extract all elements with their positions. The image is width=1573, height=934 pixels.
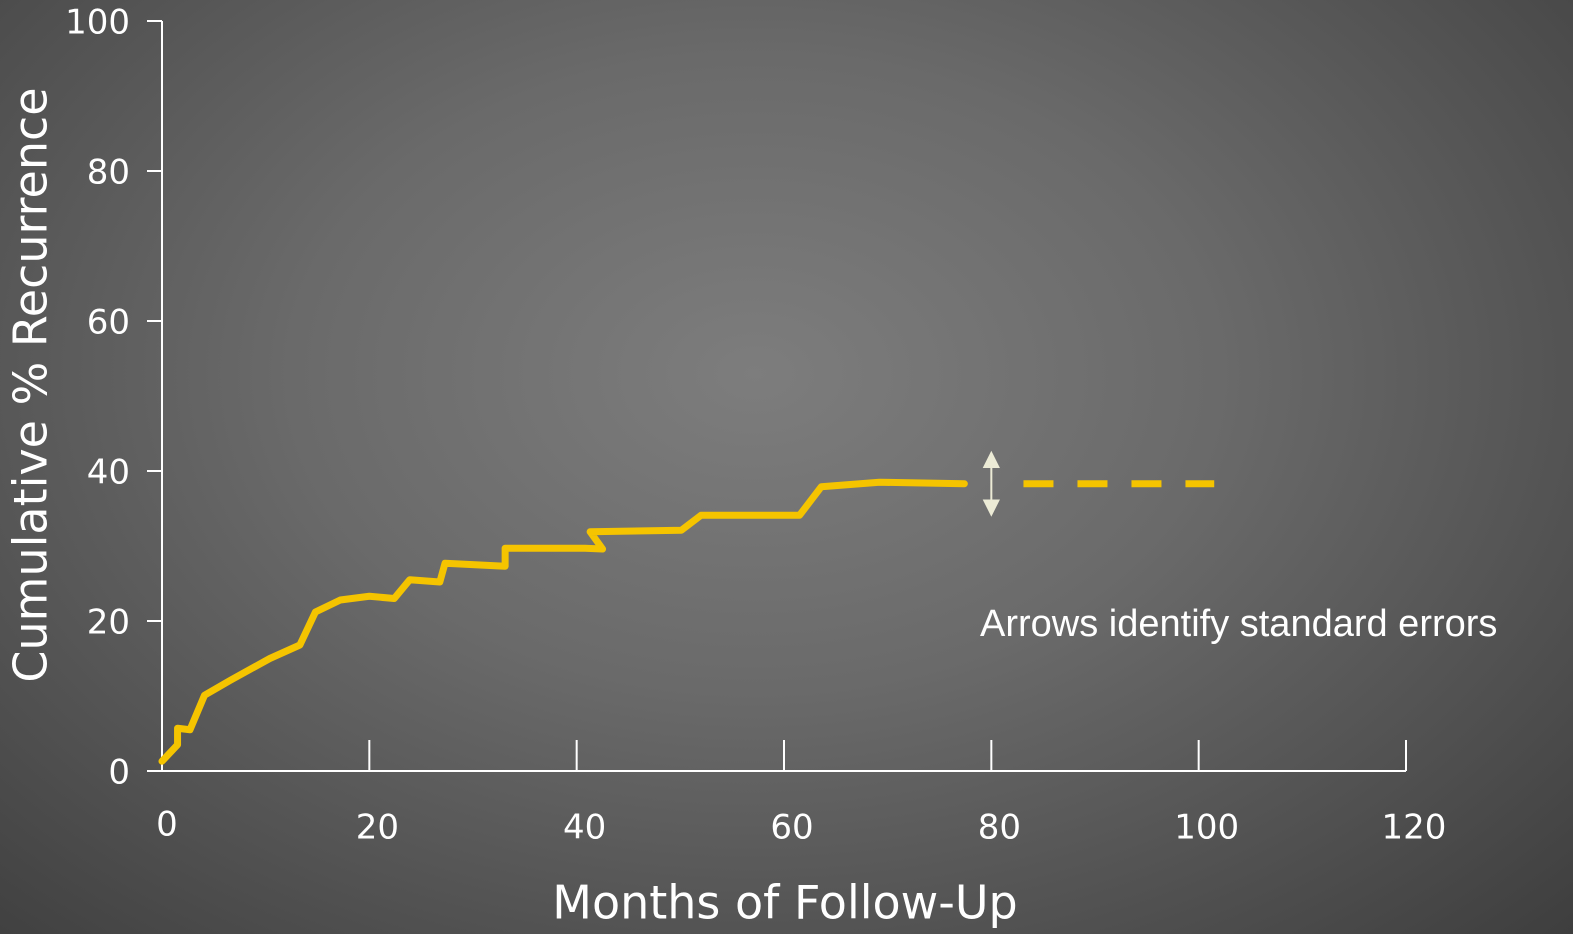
y-axis-label: Cumulative % Recurrence bbox=[4, 87, 58, 682]
x-tick-label: 0 bbox=[156, 805, 178, 845]
y-tick-label: 20 bbox=[87, 603, 130, 643]
y-tick-label: 40 bbox=[87, 453, 130, 493]
error-bar bbox=[982, 450, 1000, 517]
line bbox=[158, 478, 968, 765]
x-axis-label: Months of Follow-Up bbox=[552, 876, 1017, 930]
x-tick-label: 20 bbox=[356, 808, 399, 848]
y-tick-label: 100 bbox=[65, 3, 130, 43]
annotation: Arrows identify standard errors bbox=[980, 603, 1497, 645]
x-tick-label: 120 bbox=[1382, 808, 1447, 848]
y-tick-label: 80 bbox=[87, 153, 130, 193]
y-tick-label: 0 bbox=[108, 753, 130, 793]
x-tick-label: 100 bbox=[1174, 808, 1239, 848]
x-tick-label: 60 bbox=[770, 808, 813, 848]
x-tick-label: 80 bbox=[978, 808, 1021, 848]
x-tick-label: 40 bbox=[563, 808, 606, 848]
y-tick-label: 60 bbox=[87, 303, 130, 343]
